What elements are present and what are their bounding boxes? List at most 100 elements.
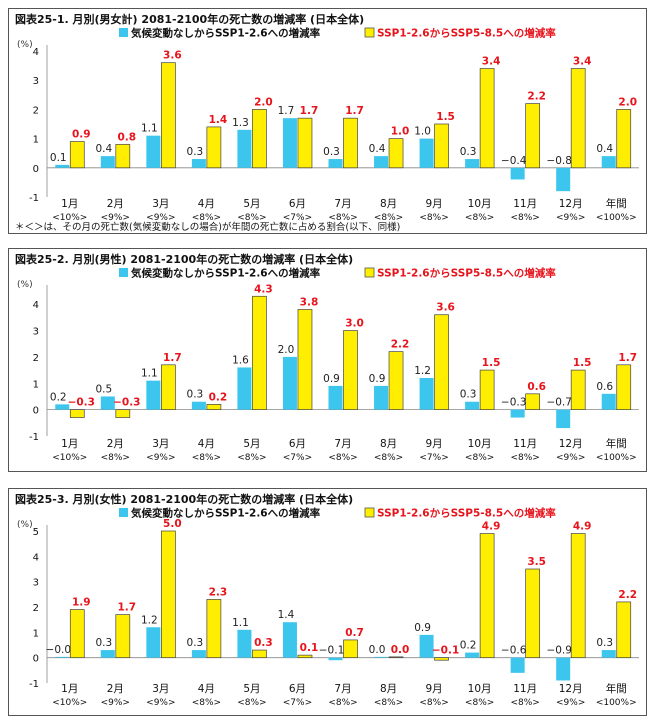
x-share-label: <9%> bbox=[146, 453, 175, 463]
data-label-climate-6: 2.0 bbox=[278, 344, 295, 356]
data-label-ssp-11: 2.2 bbox=[527, 91, 546, 103]
x-share-label: <100%> bbox=[596, 213, 637, 223]
x-tick-label: 8月 bbox=[380, 683, 397, 695]
x-share-label: <100%> bbox=[596, 453, 637, 463]
y-tick-label: 2 bbox=[33, 105, 39, 116]
legend: 気候変動なしからSSP1-2.6への増減率 SSP1-2.6からSSP5-8.5へ… bbox=[119, 507, 556, 520]
x-share-label: <9%> bbox=[556, 213, 585, 223]
bar-ssp-1 bbox=[69, 609, 85, 659]
x-share-label: <10%> bbox=[52, 698, 87, 708]
data-label-ssp-12: 4.9 bbox=[573, 521, 592, 533]
data-label-ssp-5: 4.3 bbox=[254, 283, 273, 295]
x-tick-label: 1月 bbox=[61, 198, 78, 210]
data-label-ssp-1: 1.9 bbox=[72, 597, 91, 609]
bar-ssp-6 bbox=[297, 309, 313, 410]
chart-panel-total: 図表25-1. 月別(男女計) 2081-2100年の死亡数の増減率 (日本全体… bbox=[8, 8, 647, 234]
bar-ssp-12 bbox=[570, 68, 586, 169]
x-share-label: <8%> bbox=[374, 698, 403, 708]
data-label-ssp-1: −0.3 bbox=[68, 397, 95, 409]
data-label-climate-1: −0.0 bbox=[46, 644, 72, 656]
x-tick-label: 4月 bbox=[198, 683, 215, 695]
bar-ssp-5 bbox=[252, 649, 267, 659]
data-label-ssp-3: 3.6 bbox=[163, 50, 182, 62]
bar-climate-10 bbox=[465, 652, 480, 658]
bar-ssp-12 bbox=[570, 369, 586, 410]
data-label-climate-2: 0.4 bbox=[95, 143, 112, 155]
bar-climate-5 bbox=[237, 629, 252, 658]
data-label-climate-4: 0.3 bbox=[187, 637, 204, 649]
data-label-climate-4: 0.3 bbox=[187, 389, 204, 401]
bar-climate-5 bbox=[237, 367, 252, 410]
x-tick-label: 10月 bbox=[468, 683, 492, 695]
data-label-climate-7: 0.3 bbox=[323, 146, 340, 158]
bar-ssp-10 bbox=[479, 533, 495, 659]
bar-ssp-7 bbox=[343, 330, 358, 410]
x-share-label: <8%> bbox=[237, 698, 266, 708]
legend-label-climate: 気候変動なしからSSP1-2.6への増減率 bbox=[130, 507, 321, 520]
legend-label-climate: 気候変動なしからSSP1-2.6への増減率 bbox=[130, 267, 321, 280]
chart-total: 図表25-1. 月別(男女計) 2081-2100年の死亡数の増減率 (日本全体… bbox=[15, 12, 639, 233]
data-label-ssp-6: 0.1 bbox=[300, 642, 319, 654]
data-label-ssp-6: 3.8 bbox=[300, 296, 319, 308]
bar-climate-11 bbox=[510, 409, 525, 418]
bar-climate-3 bbox=[146, 135, 161, 168]
data-label-climate-9: 1.0 bbox=[414, 126, 431, 138]
y-tick-label: 0 bbox=[33, 164, 39, 175]
x-tick-label: 9月 bbox=[425, 198, 442, 210]
data-label-ssp-3: 1.7 bbox=[163, 352, 182, 364]
bar-climate-9 bbox=[419, 634, 434, 658]
chart-title: 図表25-1. 月別(男女計) 2081-2100年の死亡数の増減率 (日本全体… bbox=[15, 12, 364, 26]
x-share-label: <9%> bbox=[556, 453, 585, 463]
data-label-ssp-10: 1.5 bbox=[482, 357, 501, 369]
data-label-climate-12: −0.8 bbox=[546, 155, 572, 167]
legend-label-ssp: SSP1-2.6からSSP5-8.5への増減率 bbox=[377, 267, 556, 280]
bar-ssp-10 bbox=[479, 68, 495, 169]
y-tick-label: 0 bbox=[33, 406, 39, 417]
x-share-label: <8%> bbox=[237, 453, 266, 463]
bar-climate-10 bbox=[465, 401, 480, 410]
data-label-ssp-8: 0.0 bbox=[391, 644, 410, 656]
x-share-label: <8%> bbox=[419, 698, 448, 708]
x-tick-label: 2月 bbox=[107, 438, 124, 450]
bar-ssp-12 bbox=[570, 533, 586, 659]
bar-ssp-4 bbox=[206, 599, 222, 659]
bar-ssp-11 bbox=[525, 393, 541, 410]
data-label-ssp-1: 0.9 bbox=[72, 129, 91, 141]
y-unit-label: (%) bbox=[17, 520, 33, 530]
x-share-label: <9%> bbox=[101, 213, 130, 223]
x-share-label: <8%> bbox=[510, 213, 539, 223]
x-share-label: <8%> bbox=[510, 453, 539, 463]
x-tick-label: 8月 bbox=[380, 438, 397, 450]
bar-climate-1 bbox=[55, 656, 70, 658]
bar-ssp-1 bbox=[69, 409, 85, 418]
data-label-climate-10: 0.3 bbox=[460, 389, 477, 401]
data-label-climate-9: 1.2 bbox=[414, 365, 431, 377]
y-tick-label: -1 bbox=[29, 679, 39, 690]
x-share-label: <8%> bbox=[465, 453, 494, 463]
y-unit-label: (%) bbox=[17, 280, 33, 290]
y-tick-label: -1 bbox=[29, 432, 39, 443]
x-share-label: <8%> bbox=[192, 453, 221, 463]
bar-climate-4 bbox=[191, 650, 206, 658]
x-tick-label: 5月 bbox=[243, 198, 260, 210]
x-tick-label: 11月 bbox=[513, 438, 537, 450]
x-share-label: <10%> bbox=[52, 453, 87, 463]
legend-swatch-climate bbox=[119, 508, 128, 517]
x-share-label: <100%> bbox=[596, 698, 637, 708]
y-tick-label: 2 bbox=[33, 353, 39, 364]
bar-climate-2 bbox=[100, 396, 115, 410]
data-label-climate-7: 0.9 bbox=[323, 373, 340, 385]
bar-climate-12 bbox=[556, 167, 571, 192]
bar-ssp-5 bbox=[252, 295, 267, 410]
data-label-climate-5: 1.1 bbox=[232, 617, 249, 629]
y-unit-label: (%) bbox=[17, 40, 33, 50]
data-label-ssp-8: 1.0 bbox=[391, 126, 410, 138]
x-tick-label: 3月 bbox=[152, 438, 169, 450]
bar-climate-6 bbox=[282, 118, 297, 168]
data-label-climate-10: 0.3 bbox=[460, 146, 477, 158]
bar-ssp-4 bbox=[206, 404, 222, 410]
bar-climate-10 bbox=[465, 159, 480, 168]
x-tick-label: 6月 bbox=[289, 198, 306, 210]
bar-climate-8 bbox=[374, 156, 389, 168]
bar-climate-11 bbox=[510, 657, 525, 673]
